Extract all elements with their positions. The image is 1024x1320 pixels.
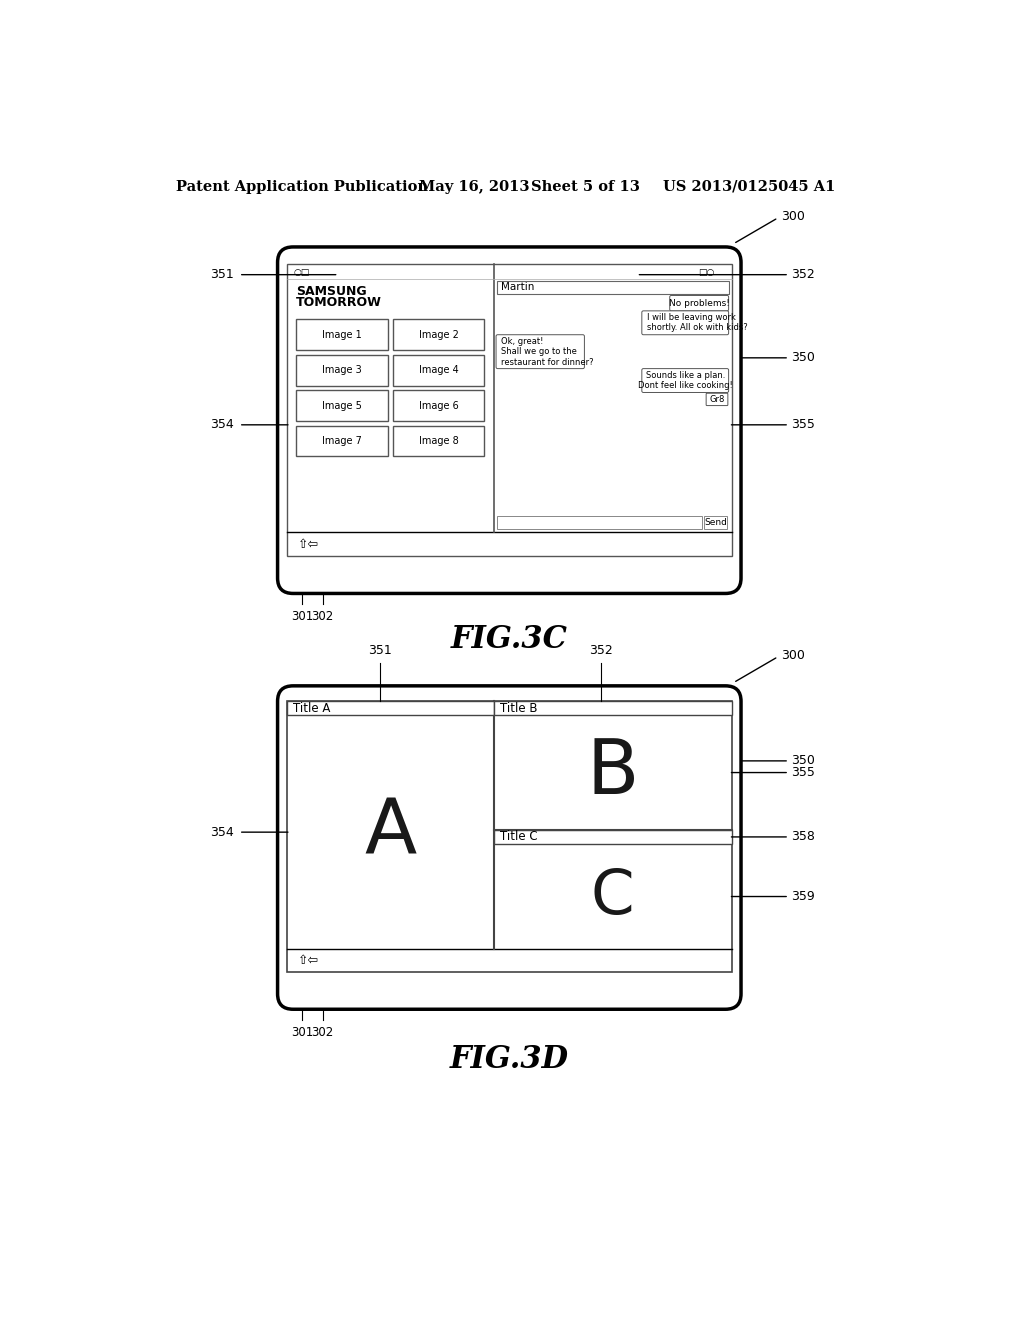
Text: Sounds like a plan.
Dont feel like cooking!: Sounds like a plan. Dont feel like cooki… (638, 371, 732, 391)
Text: Image 4: Image 4 (419, 366, 459, 375)
Text: 300: 300 (781, 210, 805, 223)
Text: 352: 352 (792, 268, 815, 281)
Text: Martin: Martin (501, 282, 535, 292)
Text: 302: 302 (311, 610, 334, 623)
Text: 355: 355 (792, 418, 815, 432)
Text: 354: 354 (210, 825, 234, 838)
Text: 359: 359 (792, 890, 815, 903)
Bar (287, 701, 732, 973)
Bar (392, 391, 484, 421)
Text: 354: 354 (210, 418, 234, 432)
Text: Image 7: Image 7 (323, 436, 362, 446)
Text: Image 5: Image 5 (323, 400, 362, 411)
Text: No problems!: No problems! (669, 298, 730, 308)
FancyBboxPatch shape (278, 686, 741, 1010)
Text: Image 2: Image 2 (419, 330, 459, 339)
Bar (392, 355, 484, 385)
Text: Title B: Title B (500, 702, 538, 714)
FancyBboxPatch shape (278, 247, 741, 594)
Text: C: C (591, 866, 635, 927)
FancyBboxPatch shape (496, 335, 585, 368)
Text: 358: 358 (792, 830, 815, 843)
FancyBboxPatch shape (642, 368, 729, 392)
FancyBboxPatch shape (707, 393, 728, 405)
Text: ○□: ○□ (293, 268, 309, 277)
Text: □○: □○ (698, 268, 715, 277)
Text: 300: 300 (781, 648, 805, 661)
Bar (287, 264, 732, 557)
Bar (296, 425, 388, 457)
Text: 351: 351 (368, 644, 392, 656)
Text: 351: 351 (210, 268, 234, 281)
Text: TOMORROW: TOMORROW (296, 296, 382, 309)
Text: Image 3: Image 3 (323, 366, 361, 375)
Text: Image 1: Image 1 (323, 330, 361, 339)
Bar (296, 355, 388, 385)
Text: May 16, 2013: May 16, 2013 (419, 180, 529, 194)
Text: Title A: Title A (293, 702, 331, 714)
Text: I will be leaving work
shortly. All ok with kids?: I will be leaving work shortly. All ok w… (647, 313, 748, 333)
Bar (296, 391, 388, 421)
Text: Image 8: Image 8 (419, 436, 459, 446)
Text: ⇧⇦: ⇧⇦ (298, 954, 318, 968)
Text: 301: 301 (291, 1026, 313, 1039)
Bar (703, 516, 727, 529)
Text: Patent Application Publication: Patent Application Publication (176, 180, 428, 194)
Text: 302: 302 (311, 1026, 334, 1039)
Text: Image 6: Image 6 (419, 400, 459, 411)
Text: 301: 301 (291, 610, 313, 623)
Bar (494, 701, 732, 715)
Text: A: A (365, 795, 417, 869)
Text: Gr8: Gr8 (710, 395, 725, 404)
Text: 352: 352 (589, 644, 612, 656)
Text: 350: 350 (792, 754, 815, 767)
Text: Ok, great!
Shall we go to the
restaurant for dinner?: Ok, great! Shall we go to the restaurant… (502, 337, 594, 367)
Bar (392, 319, 484, 350)
Bar (497, 516, 702, 529)
Text: Sheet 5 of 13: Sheet 5 of 13 (531, 180, 640, 194)
Text: SAMSUNG: SAMSUNG (296, 285, 367, 298)
Bar (392, 425, 484, 457)
Bar (494, 830, 732, 843)
FancyBboxPatch shape (670, 296, 729, 312)
FancyBboxPatch shape (642, 312, 729, 335)
Text: Send: Send (705, 519, 727, 527)
Text: FIG.3C: FIG.3C (451, 624, 567, 655)
Text: Title C: Title C (500, 830, 538, 843)
Bar (287, 701, 494, 715)
Text: FIG.3D: FIG.3D (450, 1044, 569, 1074)
Text: ⇧⇦: ⇧⇦ (298, 537, 318, 550)
Text: 355: 355 (792, 766, 815, 779)
Text: B: B (587, 735, 639, 809)
Text: US 2013/0125045 A1: US 2013/0125045 A1 (663, 180, 836, 194)
Text: 350: 350 (792, 351, 815, 364)
Bar (497, 281, 729, 294)
Bar (296, 319, 388, 350)
